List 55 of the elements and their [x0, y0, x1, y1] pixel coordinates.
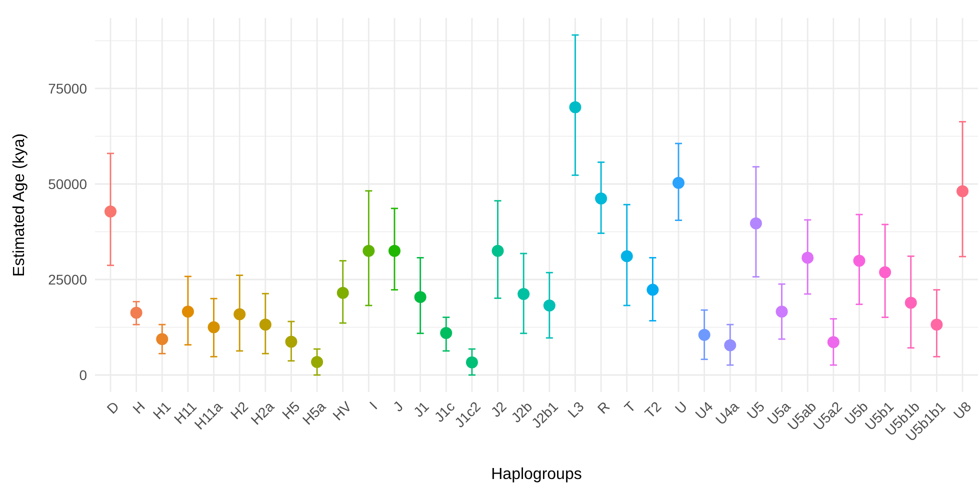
x-tick-label: T	[621, 398, 639, 416]
point	[879, 266, 892, 278]
x-tick-label: U	[672, 398, 690, 417]
point	[569, 101, 582, 114]
x-tick-label: J	[390, 398, 406, 415]
point	[234, 308, 246, 320]
point	[750, 217, 762, 230]
point	[130, 306, 142, 319]
point	[956, 185, 969, 198]
point	[336, 286, 349, 299]
x-tick-label: J2	[488, 398, 510, 420]
x-tick-label: R	[594, 398, 613, 417]
point	[724, 339, 736, 352]
point	[672, 176, 685, 189]
point	[466, 356, 478, 368]
point	[208, 321, 220, 334]
point	[543, 299, 556, 312]
x-tick-label: H	[129, 398, 148, 417]
y-tick-label: 75000	[48, 80, 88, 96]
point	[518, 288, 530, 300]
x-tick-label: J1	[410, 398, 432, 420]
point	[440, 326, 452, 339]
x-axis-title: Haplogroups	[491, 466, 582, 483]
point	[259, 318, 272, 331]
x-tick-label: T2	[641, 398, 664, 422]
point	[930, 318, 943, 331]
y-tick-label: 0	[79, 366, 88, 383]
y-tick-label: 25000	[48, 271, 88, 288]
x-tick-label: H1	[150, 398, 174, 422]
point	[156, 333, 168, 346]
point	[388, 244, 400, 257]
x-tick-label: U5	[744, 398, 768, 422]
x-tick-label: U8	[950, 398, 974, 422]
point	[492, 244, 504, 257]
point	[802, 252, 814, 264]
x-tick-label: L3	[564, 398, 587, 421]
point	[285, 336, 298, 348]
point	[595, 192, 608, 205]
y-tick-label: 50000	[48, 176, 88, 192]
y-axis-title: Estimated Age (kya)	[11, 133, 28, 277]
point	[776, 306, 788, 318]
point	[362, 244, 375, 257]
point	[904, 296, 917, 309]
x-tick-label: I	[366, 398, 380, 412]
point	[311, 356, 324, 368]
point	[853, 254, 866, 267]
point	[414, 291, 426, 304]
point	[646, 284, 659, 296]
x-tick-label: D	[104, 398, 122, 417]
point	[182, 306, 194, 318]
x-tick-label: HV	[329, 398, 355, 424]
point	[698, 328, 710, 341]
point	[620, 250, 633, 262]
point	[827, 336, 840, 348]
point	[104, 205, 116, 218]
